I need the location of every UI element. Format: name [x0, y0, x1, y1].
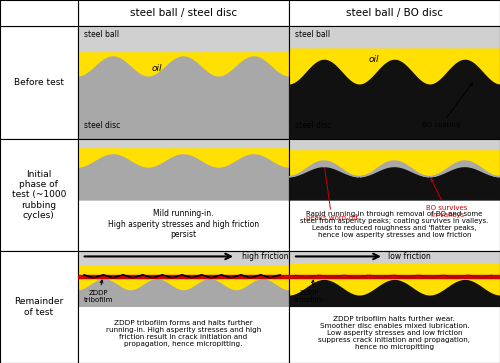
Text: peaks worn-off: peaks worn-off — [306, 165, 358, 221]
Text: high friction: high friction — [242, 252, 289, 261]
Text: Initial
phase of
test (~1000
rubbing
cycles): Initial phase of test (~1000 rubbing cyc… — [12, 170, 66, 220]
Text: steel ball: steel ball — [84, 29, 119, 38]
Text: steel ball / steel disc: steel ball / steel disc — [130, 8, 236, 18]
Text: steel ball: steel ball — [295, 29, 330, 38]
Text: oil: oil — [369, 56, 380, 64]
Text: ZDDP tribofilm halts further wear.
Smoother disc enables mixed lubrication.
Low : ZDDP tribofilm halts further wear. Smoot… — [318, 316, 470, 350]
Text: Rapid running-in through removal of BO and some
steel from asperity peaks; coati: Rapid running-in through removal of BO a… — [300, 211, 488, 238]
Text: steel disc: steel disc — [84, 121, 120, 130]
Text: BO survives
in valleys: BO survives in valleys — [426, 179, 468, 219]
Text: steel disc: steel disc — [295, 121, 332, 130]
Text: Before test: Before test — [14, 78, 64, 87]
Text: BO coating: BO coating — [422, 83, 472, 129]
Text: low friction: low friction — [388, 252, 431, 261]
Text: ZDDP
tribofilm: ZDDP tribofilm — [295, 280, 324, 303]
Text: oil: oil — [152, 64, 162, 73]
Text: ZDDP
tribofilm: ZDDP tribofilm — [84, 280, 114, 303]
Text: Remainder
of test: Remainder of test — [14, 297, 64, 317]
Text: ZDDP tribofilm forms and halts further
running-in. High asperity stresses and hi: ZDDP tribofilm forms and halts further r… — [106, 319, 261, 347]
Text: Mild running-in.
High asperity stresses and high friction
persist: Mild running-in. High asperity stresses … — [108, 209, 258, 239]
Text: steel ball / BO disc: steel ball / BO disc — [346, 8, 443, 18]
